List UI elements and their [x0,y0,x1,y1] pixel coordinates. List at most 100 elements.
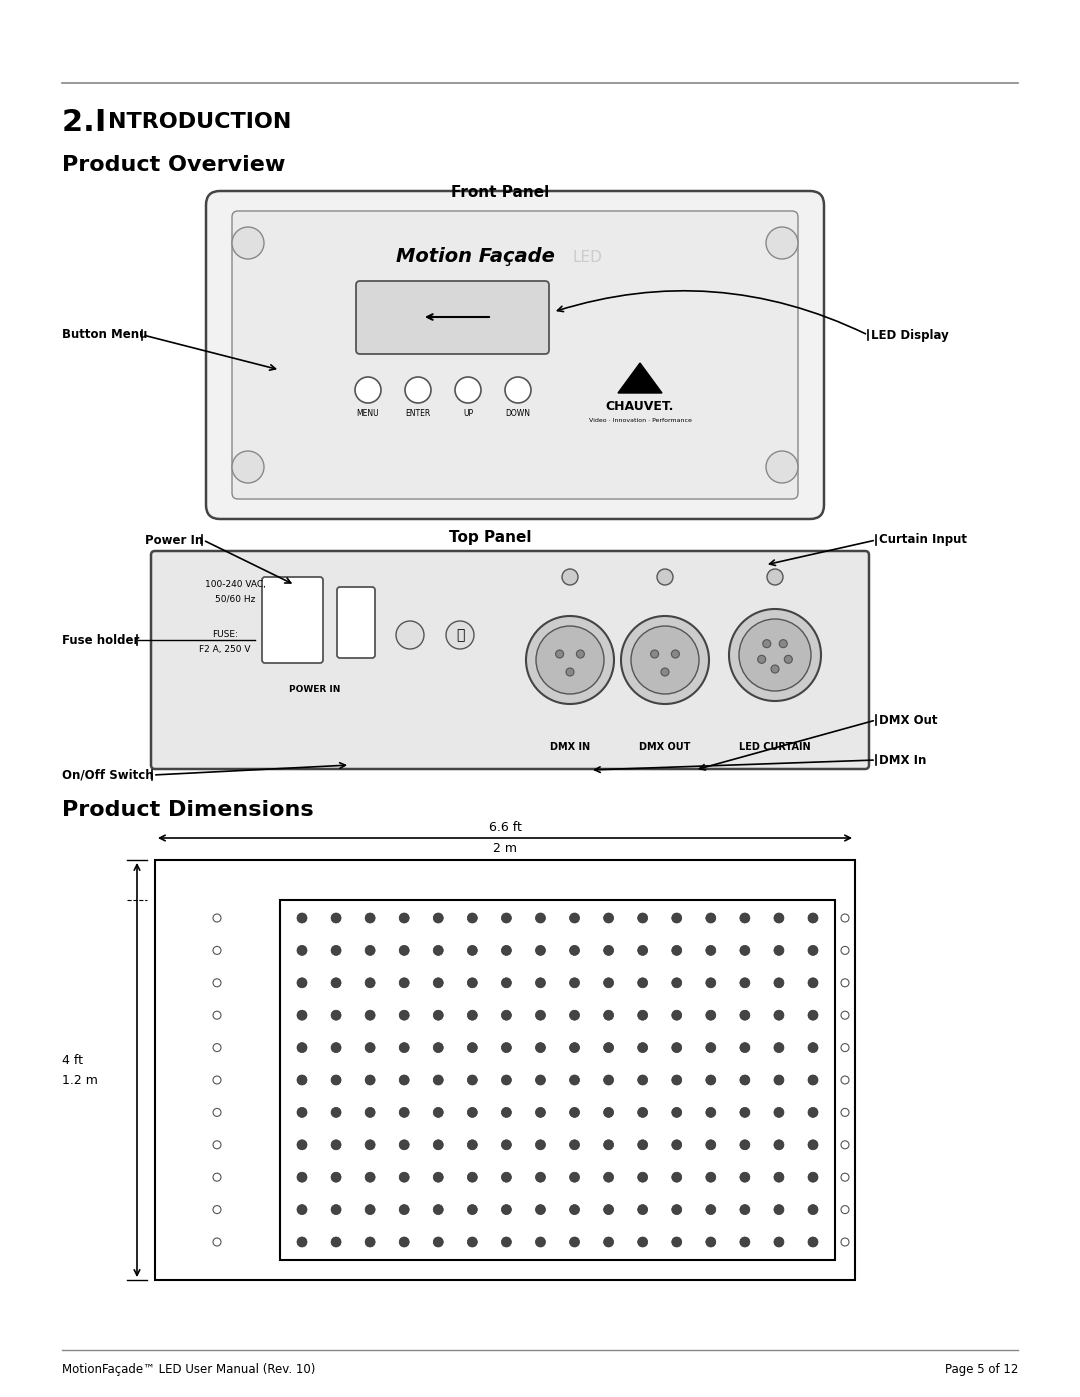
Circle shape [774,1140,784,1150]
Circle shape [739,619,811,692]
Circle shape [729,609,821,701]
Text: ⏚: ⏚ [456,629,464,643]
Circle shape [365,1236,375,1248]
Text: MotionFaçade™ LED User Manual (Rev. 10): MotionFaçade™ LED User Manual (Rev. 10) [62,1363,315,1376]
Circle shape [468,1236,477,1248]
Circle shape [468,1010,477,1020]
Circle shape [774,946,784,956]
Circle shape [672,1076,681,1085]
Circle shape [213,1238,221,1246]
Circle shape [555,650,564,658]
Circle shape [706,1236,716,1248]
Circle shape [774,914,784,923]
Circle shape [400,1108,409,1118]
FancyBboxPatch shape [206,191,824,520]
Circle shape [365,1042,375,1052]
Circle shape [332,1076,341,1085]
Circle shape [536,1076,545,1085]
Circle shape [604,978,613,988]
Circle shape [213,1076,221,1084]
Circle shape [400,1010,409,1020]
Text: MENU: MENU [356,409,379,419]
Circle shape [400,1076,409,1085]
Circle shape [780,640,787,648]
Circle shape [365,1076,375,1085]
Circle shape [672,1172,681,1182]
Circle shape [536,1236,545,1248]
Circle shape [808,1010,818,1020]
Circle shape [332,1010,341,1020]
Polygon shape [618,363,662,393]
Circle shape [536,914,545,923]
Circle shape [536,978,545,988]
Circle shape [672,914,681,923]
Bar [280,900,835,1260]
Circle shape [297,1076,307,1085]
Circle shape [468,1172,477,1182]
Circle shape [604,1140,613,1150]
Circle shape [808,914,818,923]
Text: On/Off Switch: On/Off Switch [62,768,153,781]
Text: ENTER: ENTER [405,409,431,419]
Circle shape [365,946,375,956]
Circle shape [706,946,716,956]
Circle shape [355,377,381,402]
Circle shape [332,946,341,956]
Circle shape [771,665,779,673]
Circle shape [661,668,669,676]
Circle shape [577,650,584,658]
Circle shape [637,914,648,923]
Text: CHAUVET.: CHAUVET. [606,401,674,414]
Circle shape [637,1140,648,1150]
Circle shape [774,1236,784,1248]
Circle shape [536,626,604,694]
Circle shape [841,1044,849,1052]
Circle shape [604,1172,613,1182]
Circle shape [396,622,424,650]
Text: Top Panel: Top Panel [449,529,531,545]
Circle shape [433,1010,443,1020]
Circle shape [232,226,264,258]
Text: Button Menu: Button Menu [62,328,147,341]
Text: LED Display: LED Display [870,328,948,341]
Circle shape [774,1010,784,1020]
Circle shape [808,946,818,956]
Text: 6.6 ft: 6.6 ft [488,821,522,834]
Circle shape [774,1204,784,1214]
Circle shape [433,1140,443,1150]
Circle shape [740,1236,750,1248]
Text: Product Dimensions: Product Dimensions [62,800,313,820]
Text: Product Overview: Product Overview [62,155,285,175]
Circle shape [740,914,750,923]
Circle shape [637,1172,648,1182]
Circle shape [841,1238,849,1246]
Circle shape [455,377,481,402]
Circle shape [501,1076,512,1085]
Circle shape [297,1140,307,1150]
Circle shape [569,1236,580,1248]
Circle shape [569,1042,580,1052]
Circle shape [501,978,512,988]
Circle shape [400,978,409,988]
Circle shape [774,1108,784,1118]
Text: DOWN: DOWN [505,409,530,419]
Circle shape [213,1108,221,1116]
Circle shape [706,1204,716,1214]
Circle shape [433,1172,443,1182]
Circle shape [706,1076,716,1085]
Circle shape [841,946,849,954]
Circle shape [672,1236,681,1248]
Circle shape [841,1011,849,1020]
Circle shape [569,1108,580,1118]
Text: DMX In: DMX In [879,753,927,767]
Circle shape [433,1076,443,1085]
Circle shape [468,1042,477,1052]
Text: Front Panel: Front Panel [450,184,549,200]
Circle shape [213,979,221,986]
Circle shape [365,1010,375,1020]
Circle shape [808,1172,818,1182]
Circle shape [501,1140,512,1150]
Circle shape [468,1108,477,1118]
Circle shape [841,1141,849,1148]
Circle shape [604,914,613,923]
